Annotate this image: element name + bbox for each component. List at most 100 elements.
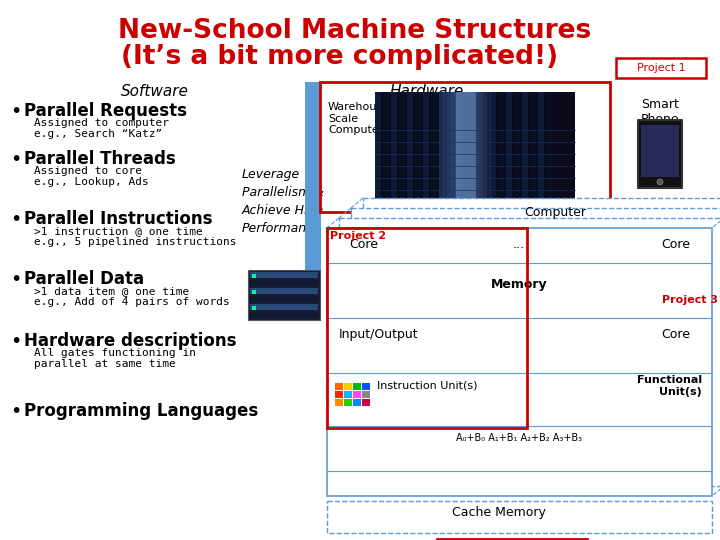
Bar [362,383,370,390]
Text: Parallel Requests: Parallel Requests [24,102,187,120]
Bar [335,383,343,390]
Bar [498,92,504,202]
Bar [250,296,318,302]
Bar [490,92,496,202]
Bar [431,92,437,202]
Text: Assigned to core: Assigned to core [34,166,142,176]
Bar [423,92,429,202]
Text: •: • [10,402,22,421]
Bar [439,92,445,202]
Text: Assigned to computer: Assigned to computer [34,118,169,128]
Bar [353,383,361,390]
Text: Leverage
Parallelism &
Achieve High
Performance: Leverage Parallelism & Achieve High Perf… [242,168,324,235]
Bar [248,270,320,320]
Bar [522,92,528,202]
Circle shape [657,179,663,185]
Text: Smart
Phone: Smart Phone [641,98,679,126]
Text: Core: Core [349,238,378,251]
Bar [327,501,712,533]
Text: e.g., Search “Katz”: e.g., Search “Katz” [34,129,162,139]
Bar [351,208,720,476]
Bar [344,399,352,406]
Bar [250,288,318,294]
Bar [638,120,682,188]
Text: Project 1: Project 1 [636,63,685,73]
Text: Parallel Instructions: Parallel Instructions [24,210,212,228]
Bar [451,92,479,202]
Text: Warehouse
Scale
Computer: Warehouse Scale Computer [328,102,390,135]
Text: Hardware: Hardware [390,84,464,99]
Bar [362,391,370,398]
Text: Hardware descriptions: Hardware descriptions [24,332,236,350]
Bar [344,391,352,398]
Bar [250,312,318,318]
Text: •: • [10,102,22,121]
Text: Memory: Memory [491,278,547,291]
Bar [305,82,321,277]
Bar [538,92,544,202]
Text: e.g., Lookup, Ads: e.g., Lookup, Ads [34,177,149,187]
Bar [353,399,361,406]
Bar [353,391,361,398]
Text: Instruction Unit(s): Instruction Unit(s) [377,380,477,390]
Bar [252,306,256,310]
Text: parallel at same time: parallel at same time [34,359,176,369]
Bar [437,539,587,540]
Bar [456,92,476,202]
Text: Software: Software [121,84,189,99]
Bar [327,228,712,496]
Bar [641,125,679,177]
Bar [320,82,610,212]
Bar [455,92,475,202]
Text: Functional
Unit(s): Functional Unit(s) [637,375,702,396]
Bar [344,383,352,390]
Text: All gates functioning in: All gates functioning in [34,348,196,358]
Text: >1 instruction @ one time: >1 instruction @ one time [34,226,203,236]
Bar [362,399,370,406]
Bar [252,290,256,294]
Bar [399,92,405,202]
Bar [546,92,552,202]
Bar [250,280,318,286]
Text: e.g., Add of 4 pairs of words: e.g., Add of 4 pairs of words [34,297,230,307]
Text: •: • [10,150,22,169]
Bar [463,92,469,202]
Bar [506,92,512,202]
Text: •: • [10,210,22,229]
Bar [375,92,575,202]
Text: New-School Machine Structures: New-School Machine Structures [118,18,592,44]
Text: ...: ... [513,238,525,251]
Bar [415,92,421,202]
Bar [327,228,527,428]
Bar [530,92,536,202]
Bar [339,218,720,486]
Bar [375,92,381,202]
Text: (It’s a bit more complicated!): (It’s a bit more complicated!) [122,44,559,70]
Bar [439,92,491,202]
Bar [455,92,461,202]
Bar [335,391,343,398]
Text: Project 3: Project 3 [662,295,718,305]
Bar [252,274,256,278]
Text: Computer: Computer [524,206,586,219]
Bar [335,399,343,406]
Text: Project 2: Project 2 [330,231,386,241]
Bar [250,272,318,278]
Bar [250,304,318,310]
Text: Programming Languages: Programming Languages [24,402,258,420]
Bar [383,92,389,202]
Text: e.g., 5 pipelined instructions: e.g., 5 pipelined instructions [34,237,236,247]
Text: >1 data item @ one time: >1 data item @ one time [34,286,189,296]
Text: A₀+B₀ A₁+B₁ A₂+B₂ A₃+B₃: A₀+B₀ A₁+B₁ A₂+B₂ A₃+B₃ [456,433,582,443]
Bar [443,92,487,202]
Bar [363,198,720,466]
Text: •: • [10,332,22,351]
Bar [447,92,453,202]
Text: Parallel Threads: Parallel Threads [24,150,176,168]
Text: Parallel Data: Parallel Data [24,270,144,288]
Text: •: • [10,270,22,289]
Bar [407,92,413,202]
Text: Input/Output: Input/Output [339,328,418,341]
Bar [447,92,483,202]
Bar [514,92,520,202]
